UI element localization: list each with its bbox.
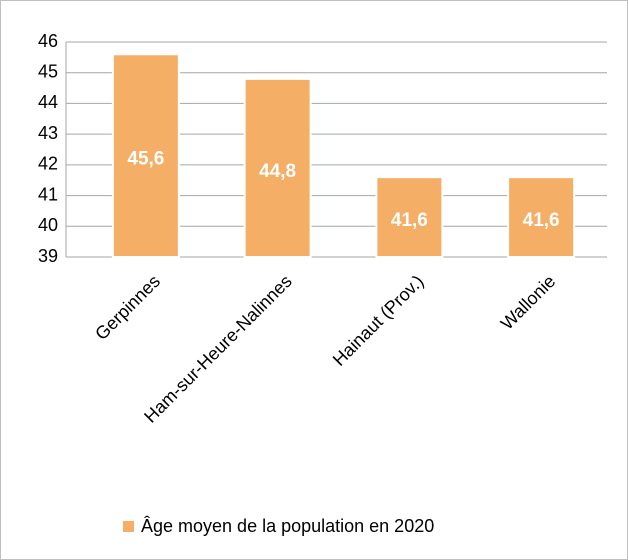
bar — [111, 53, 180, 258]
y-tick-label: 46 — [38, 31, 58, 51]
value-label: 45,6 — [127, 149, 164, 170]
y-tick-label: 39 — [38, 246, 58, 266]
y-tick-label: 40 — [38, 215, 58, 235]
y-tick-label: 41 — [38, 184, 58, 204]
bar — [375, 176, 444, 258]
value-label: 41,6 — [523, 210, 560, 231]
bar — [243, 77, 312, 258]
legend-label: Âge moyen de la population en 2020 — [141, 516, 434, 536]
bar — [507, 176, 576, 258]
y-tick-label: 45 — [38, 61, 58, 81]
value-label: 41,6 — [391, 210, 428, 231]
y-tick-label: 42 — [38, 154, 58, 174]
value-label: 44,8 — [259, 161, 296, 182]
y-tick-label: 43 — [38, 123, 58, 143]
y-tick-label: 44 — [38, 92, 58, 112]
legend-swatch — [123, 521, 134, 532]
